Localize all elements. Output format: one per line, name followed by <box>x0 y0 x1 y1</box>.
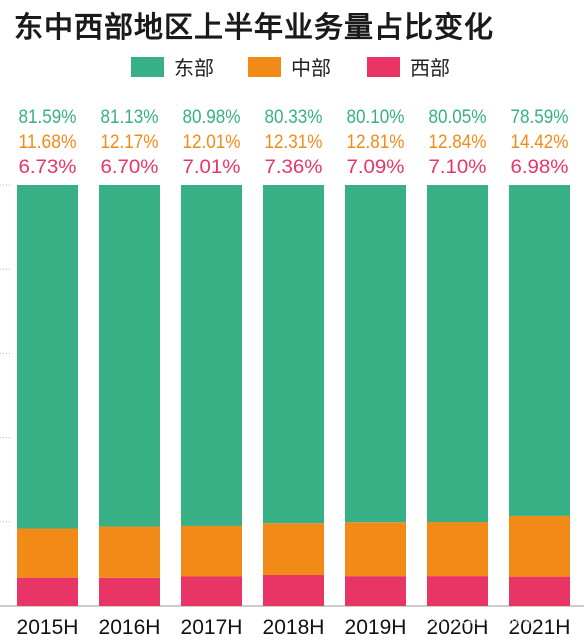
data-label-east: 80.05% <box>429 107 487 128</box>
data-label-central: 12.31% <box>265 132 323 153</box>
bar-segment-central <box>427 522 488 577</box>
legend-label-central: 中部 <box>291 56 331 80</box>
bar-segment-east <box>427 185 488 523</box>
bar-segment-west <box>17 577 78 606</box>
bar-segment-central <box>509 515 570 577</box>
legend-swatch-east <box>131 56 164 77</box>
chart-title: 东中西部地区上半年业务量占比变化 <box>14 10 495 44</box>
x-tick-label: 2021H <box>509 616 571 639</box>
watermark: 快递物流观察 <box>452 611 536 627</box>
data-label-east: 81.59% <box>19 107 77 128</box>
bar-segment-west <box>181 576 242 606</box>
legend-item-west: 西部 <box>367 52 450 81</box>
bar-segment-central <box>181 525 242 577</box>
data-label-central: 12.01% <box>183 132 241 153</box>
data-label-east: 81.13% <box>101 107 159 128</box>
data-label-east: 80.98% <box>183 107 241 128</box>
bar-segment-west <box>263 575 324 606</box>
legend-swatch-central <box>248 56 281 77</box>
bar-segment-west <box>345 576 406 606</box>
data-label-central: 12.84% <box>429 132 487 153</box>
data-label-central: 11.68% <box>19 132 77 153</box>
data-label-east: 80.33% <box>265 107 323 128</box>
bar-segment-east <box>99 185 160 527</box>
data-label-west: 7.10% <box>429 157 487 178</box>
data-label-west: 6.70% <box>101 157 159 178</box>
x-tick-label: 2016H <box>99 616 161 639</box>
bar-segment-central <box>99 526 160 578</box>
bar-segment-east <box>263 185 324 524</box>
bar-segment-central <box>263 523 324 576</box>
x-tick-label: 2015H <box>17 616 79 639</box>
bar-segment-west <box>427 576 488 606</box>
bar-segment-west <box>509 576 570 606</box>
data-label-central: 12.81% <box>347 132 405 153</box>
data-label-west: 7.36% <box>265 157 323 178</box>
legend-item-east: 东部 <box>131 52 214 81</box>
bar-segment-east <box>509 185 570 516</box>
bar-segment-east <box>181 185 242 526</box>
data-label-central: 12.17% <box>101 132 159 153</box>
bar-segment-central <box>17 528 78 578</box>
legend-item-central: 中部 <box>248 52 331 81</box>
data-label-central: 14.42% <box>511 132 569 153</box>
data-label-east: 80.10% <box>347 107 405 128</box>
legend-label-east: 东部 <box>174 56 214 80</box>
bar-segment-east <box>345 185 406 523</box>
bar-segment-central <box>345 522 406 577</box>
data-label-west: 7.09% <box>347 157 405 178</box>
legend-label-west: 西部 <box>410 56 450 80</box>
data-label-west: 6.73% <box>19 157 77 178</box>
data-label-east: 78.59% <box>511 107 569 128</box>
x-tick-label: 2019H <box>345 616 407 639</box>
x-tick-label: 2020H <box>427 616 489 639</box>
data-label-west: 7.01% <box>183 157 241 178</box>
bar-segment-east <box>17 185 78 529</box>
legend: 东部 中部 西部 <box>0 52 584 82</box>
legend-swatch-west <box>367 56 400 77</box>
x-tick-label: 2017H <box>181 616 243 639</box>
data-label-west: 6.98% <box>511 157 569 178</box>
wechat-icon: ◎ <box>432 609 445 625</box>
x-tick-label: 2018H <box>263 616 325 639</box>
bar-segment-west <box>99 577 160 606</box>
